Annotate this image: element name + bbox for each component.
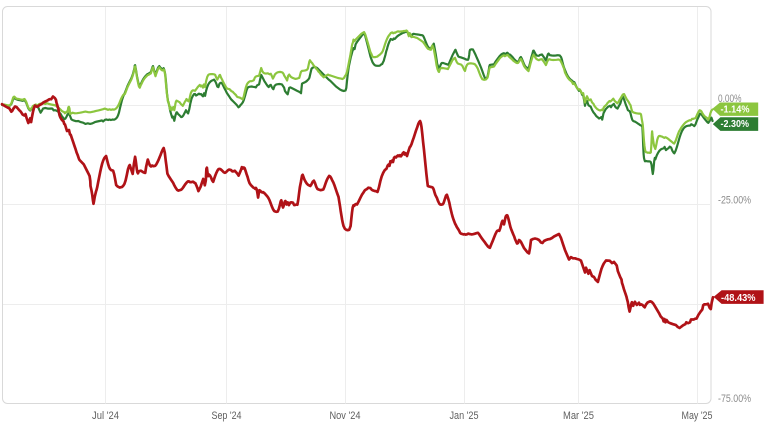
svg-text:-48.43%: -48.43% bbox=[721, 292, 756, 304]
svg-text:Mar '25: Mar '25 bbox=[563, 410, 594, 422]
svg-text:-25.00%: -25.00% bbox=[718, 195, 751, 207]
svg-text:May '25: May '25 bbox=[682, 410, 713, 422]
svg-text:-1.14%: -1.14% bbox=[721, 104, 751, 116]
svg-text:-75.00%: -75.00% bbox=[718, 393, 751, 405]
svg-text:-2.30%: -2.30% bbox=[721, 118, 750, 130]
svg-text:Nov '24: Nov '24 bbox=[330, 410, 361, 422]
svg-text:0.00%: 0.00% bbox=[718, 93, 742, 105]
svg-text:Jul '24: Jul '24 bbox=[92, 410, 119, 422]
svg-text:Jan '25: Jan '25 bbox=[450, 410, 479, 422]
svg-text:Sep '24: Sep '24 bbox=[212, 410, 242, 422]
